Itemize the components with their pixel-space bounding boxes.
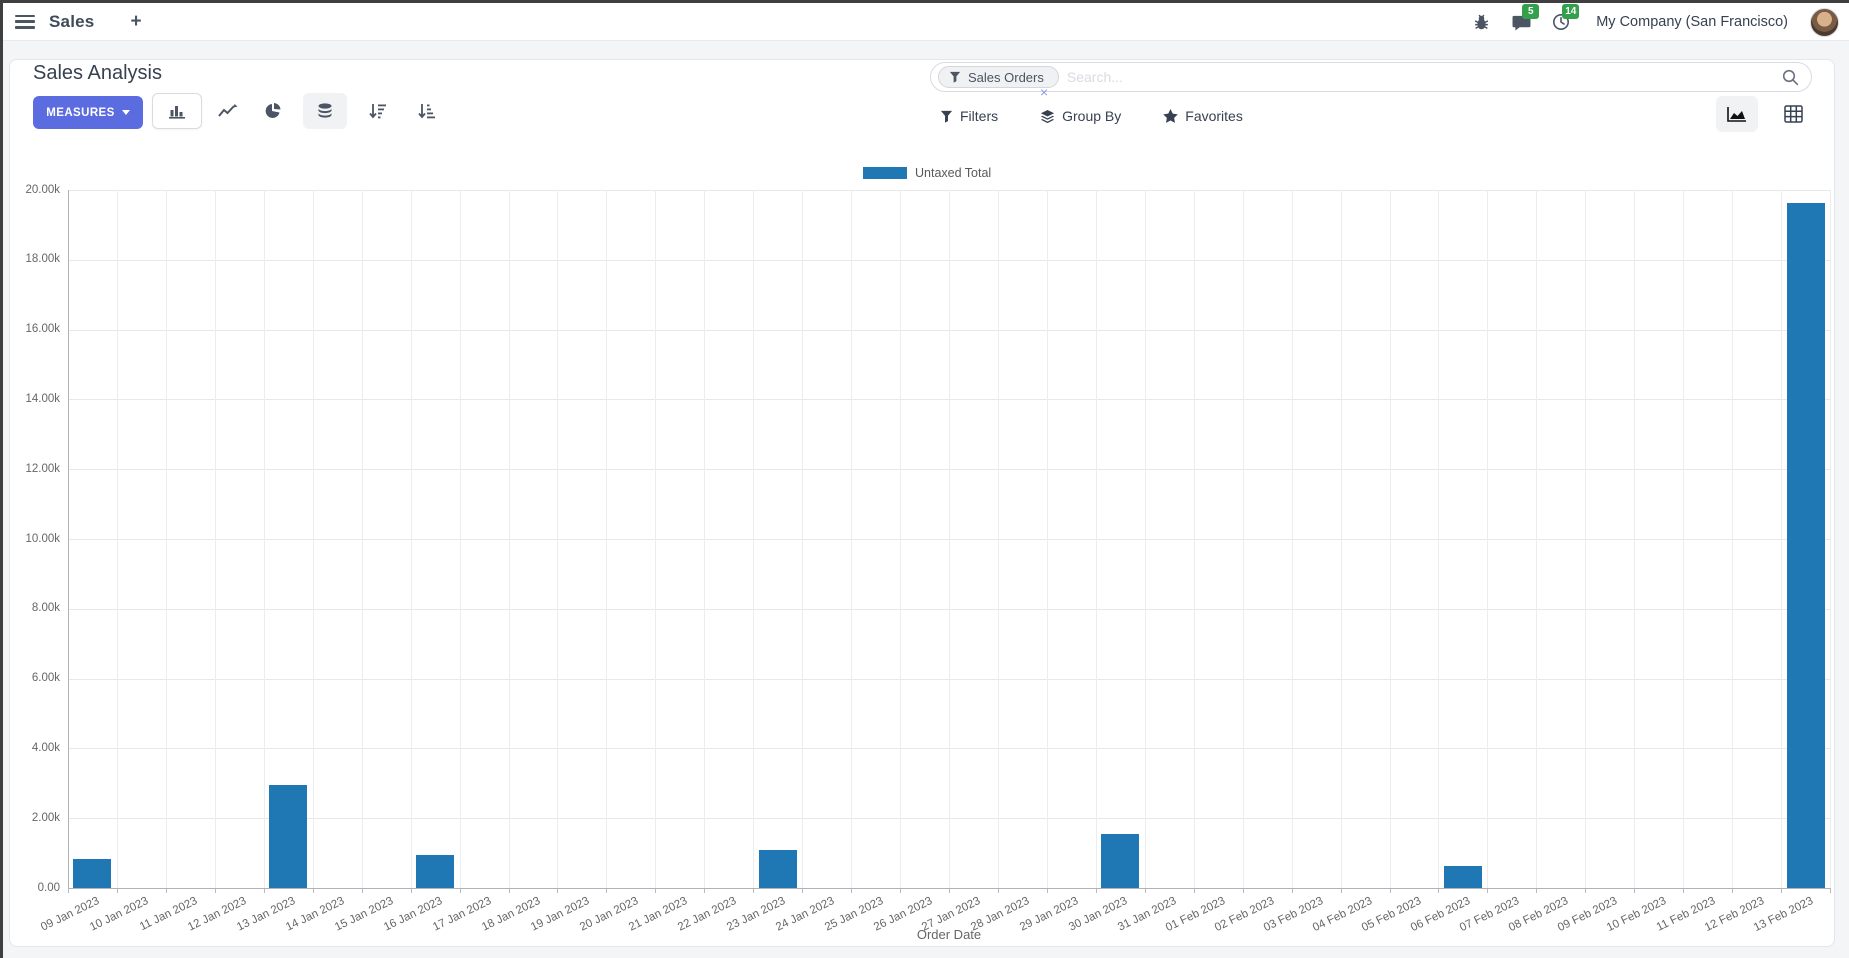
search-bar[interactable]: Sales Orders <box>930 62 1812 92</box>
sort-amount-desc-icon <box>368 103 386 118</box>
bar-09-jan-2023[interactable] <box>73 859 112 888</box>
stacked-toggle-button[interactable] <box>303 93 347 129</box>
filter-icon <box>940 110 953 123</box>
group-by-label: Group By <box>1062 108 1122 124</box>
bar-23-jan-2023[interactable] <box>758 849 797 888</box>
debug-bug-icon[interactable] <box>1470 11 1492 33</box>
pivot-view-switch-button[interactable] <box>1772 96 1814 132</box>
chevron-down-icon <box>121 110 130 115</box>
top-navbar: Sales + 5 14 My Company (San Francisco) <box>3 3 1849 41</box>
legend-item-untaxed-total[interactable]: Untaxed Total <box>863 166 991 180</box>
bar-13-jan-2023[interactable] <box>269 785 308 888</box>
facet-label: Sales Orders <box>968 69 1044 85</box>
favorites-label: Favorites <box>1185 108 1243 124</box>
window-edge-top <box>0 0 1849 3</box>
legend-label: Untaxed Total <box>915 166 992 180</box>
activities-clock-icon[interactable]: 14 <box>1550 4 1580 33</box>
favorites-dropdown[interactable]: Favorites <box>1163 108 1243 124</box>
measures-button[interactable]: MEASURES <box>33 96 143 129</box>
area-chart-icon <box>1727 106 1746 122</box>
sort-descending-button[interactable] <box>362 99 392 123</box>
messages-icon[interactable]: 5 <box>1510 4 1540 33</box>
page-title: Sales Analysis <box>33 62 162 84</box>
layers-icon <box>1041 109 1055 123</box>
line-chart-view-button[interactable] <box>213 99 243 123</box>
filters-dropdown[interactable]: Filters <box>940 108 998 124</box>
user-avatar[interactable] <box>1810 7 1839 37</box>
bar-chart-view-button[interactable] <box>152 93 202 129</box>
legend-swatch <box>863 167 907 179</box>
messages-count-badge: 5 <box>1522 4 1540 19</box>
search-icon[interactable] <box>1782 69 1799 86</box>
app-name[interactable]: Sales <box>49 11 95 31</box>
sort-ascending-button[interactable] <box>411 99 441 123</box>
pie-chart-icon <box>265 103 281 118</box>
search-input[interactable] <box>1066 69 1782 85</box>
bar-13-feb-2023[interactable] <box>1786 202 1825 888</box>
pivot-table-icon <box>1783 105 1803 123</box>
filters-label: Filters <box>960 108 999 124</box>
activities-count-badge: 14 <box>1562 4 1580 19</box>
new-tab-button[interactable]: + <box>130 11 142 32</box>
star-icon <box>1163 109 1179 123</box>
company-switcher[interactable]: My Company (San Francisco) <box>1596 14 1788 30</box>
search-facet-sales-orders[interactable]: Sales Orders <box>938 66 1059 88</box>
database-stacked-icon <box>318 102 332 118</box>
facet-remove-icon[interactable]: × <box>1040 84 1049 100</box>
filter-icon <box>949 71 961 83</box>
window-edge-left <box>0 0 3 958</box>
bar-16-jan-2023[interactable] <box>416 855 455 888</box>
measures-label: MEASURES <box>46 106 115 119</box>
bar-30-jan-2023[interactable] <box>1101 833 1140 888</box>
bar-chart-icon <box>169 106 185 119</box>
x-axis-title: Order Date <box>916 927 982 942</box>
apps-menu-icon[interactable] <box>15 14 35 30</box>
bar-06-feb-2023[interactable] <box>1443 866 1482 888</box>
line-chart-icon <box>218 104 238 117</box>
pie-chart-view-button[interactable] <box>258 99 288 123</box>
graph-view-switch-button[interactable] <box>1716 96 1758 132</box>
sort-amount-asc-icon <box>417 103 435 118</box>
group-by-dropdown[interactable]: Group By <box>1040 108 1121 124</box>
